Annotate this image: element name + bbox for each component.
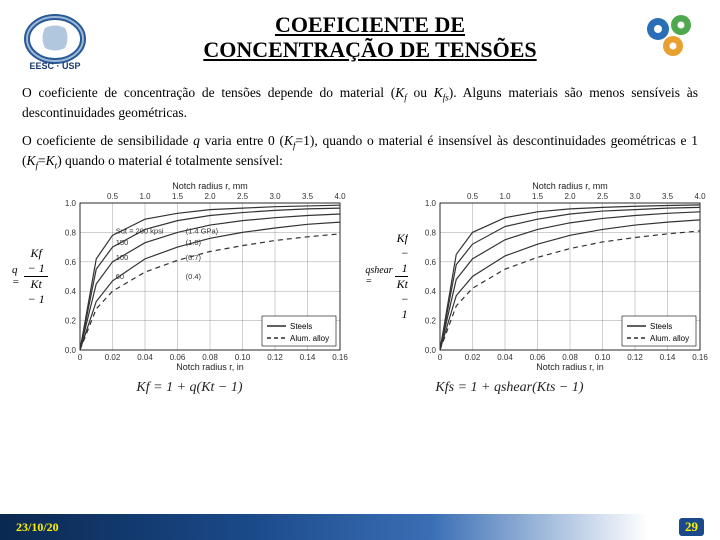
footer-date: 23/10/20 (16, 520, 59, 535)
chart-1-wrap: q = Kf − 1Kt − 1 0 0.02 0.04 0.06 0.08 0.10 0.… (12, 179, 348, 374)
svg-text:Notch radius r, mm: Notch radius r, mm (172, 181, 248, 191)
chart-2: 0 0.02 0.04 0.06 0.08 0.10 0.12 0.14 0.16 0.5 1.0 1… (408, 179, 708, 374)
svg-text:0: 0 (438, 353, 443, 362)
svg-text:1.0: 1.0 (425, 199, 437, 208)
footer-pagenum: 29 (679, 518, 704, 536)
svg-text:0.06: 0.06 (170, 353, 186, 362)
svg-text:0.6: 0.6 (65, 257, 77, 266)
svg-text:4.0: 4.0 (334, 192, 346, 201)
svg-text:0.6: 0.6 (425, 257, 437, 266)
svg-text:0.02: 0.02 (465, 353, 481, 362)
p1-kfs: K (434, 85, 443, 100)
svg-text:3.0: 3.0 (269, 192, 281, 201)
svg-text:3.5: 3.5 (662, 192, 674, 201)
p2-q: q (193, 133, 200, 148)
p2-eq2: = (38, 153, 46, 168)
svg-text:0.08: 0.08 (202, 353, 218, 362)
svg-text:Sut = 200 kpsi: Sut = 200 kpsi (116, 226, 164, 235)
svg-text:0.4: 0.4 (425, 287, 437, 296)
p2-kf1: K (284, 133, 293, 148)
svg-text:0.12: 0.12 (267, 353, 283, 362)
p2-kt: K (46, 153, 55, 168)
p2-a: O coeficiente de sensibilidade (22, 133, 193, 148)
paragraph-2: O coeficiente de sensibilidade q varia e… (0, 126, 720, 177)
p1-kf: K (395, 85, 404, 100)
svg-text:0.12: 0.12 (627, 353, 643, 362)
slide: EESC · USP COEFICIENTE DE CONCENTRAÇÃO D… (0, 0, 720, 540)
svg-text:0: 0 (78, 353, 83, 362)
equation-1: Kf = 1 + q(Kt − 1) (136, 380, 242, 396)
p1-text-a: O coeficiente de concentração de tensões… (22, 85, 395, 100)
logo-gears-icon (640, 8, 700, 63)
svg-text:3.5: 3.5 (302, 192, 314, 201)
svg-text:0.08: 0.08 (562, 353, 578, 362)
svg-text:EESC · USP: EESC · USP (29, 61, 80, 71)
paragraph-1: O coeficiente de concentração de tensões… (0, 78, 720, 126)
svg-text:0.5: 0.5 (107, 192, 119, 201)
svg-text:100: 100 (116, 252, 129, 261)
svg-text:Notch radius r, in: Notch radius r, in (536, 362, 604, 372)
svg-text:150: 150 (116, 238, 129, 247)
svg-text:0.0: 0.0 (425, 346, 437, 355)
svg-text:0.10: 0.10 (595, 353, 611, 362)
svg-text:0.04: 0.04 (137, 353, 153, 362)
svg-text:1.5: 1.5 (172, 192, 184, 201)
svg-text:0.2: 0.2 (425, 316, 437, 325)
chart-2-svg: 0 0.02 0.04 0.06 0.08 0.10 0.12 0.14 0.16 0.5 1.0 1… (408, 179, 708, 374)
svg-text:(1.4 GPa): (1.4 GPa) (186, 226, 219, 235)
svg-text:0.16: 0.16 (692, 353, 708, 362)
svg-text:2.5: 2.5 (237, 192, 249, 201)
chart-2-ylabel: qshear = Kfs − 1Kts − 1 (372, 236, 408, 316)
svg-text:1.0: 1.0 (65, 199, 77, 208)
svg-text:0.2: 0.2 (65, 316, 77, 325)
chart-1-ylabel: q = Kf − 1Kt − 1 (12, 236, 48, 316)
svg-text:0.8: 0.8 (65, 228, 77, 237)
equations-row: Kf = 1 + q(Kt − 1) Kfs = 1 + qshear(Kts … (0, 374, 720, 396)
svg-text:Notch radius r, mm: Notch radius r, mm (532, 181, 608, 191)
p2-b: varia entre 0 ( (200, 133, 284, 148)
svg-text:0.06: 0.06 (530, 353, 546, 362)
charts-row: q = Kf − 1Kt − 1 0 0.02 0.04 0.06 0.08 0.10 0.… (0, 177, 720, 374)
p1-ou: ou (407, 85, 434, 100)
svg-text:0.8: 0.8 (425, 228, 437, 237)
svg-text:Notch radius r, in: Notch radius r, in (176, 362, 244, 372)
header-row: EESC · USP COEFICIENTE DE CONCENTRAÇÃO D… (0, 0, 720, 78)
svg-text:0.0: 0.0 (65, 346, 77, 355)
svg-text:(0.4): (0.4) (186, 272, 202, 281)
title-line1: COEFICIENTE DE (110, 12, 630, 37)
svg-text:0.16: 0.16 (332, 353, 348, 362)
svg-text:0.14: 0.14 (300, 353, 316, 362)
svg-text:0.10: 0.10 (235, 353, 251, 362)
title-block: COEFICIENTE DE CONCENTRAÇÃO DE TENSÕES (110, 8, 630, 63)
p2-c: ) quando o material é totalmente sensíve… (57, 153, 283, 168)
chart-1-svg: 0 0.02 0.04 0.06 0.08 0.10 0.12 0.14 0.16 0.5 1.0 1… (48, 179, 348, 374)
svg-text:Alum. alloy: Alum. alloy (650, 334, 689, 343)
svg-text:1.0: 1.0 (139, 192, 151, 201)
title-line2: CONCENTRAÇÃO DE TENSÕES (110, 37, 630, 62)
svg-text:0.14: 0.14 (660, 353, 676, 362)
svg-text:Steels: Steels (650, 322, 672, 331)
svg-text:Alum. alloy: Alum. alloy (290, 334, 329, 343)
svg-text:2.0: 2.0 (204, 192, 216, 201)
svg-text:2.5: 2.5 (597, 192, 609, 201)
svg-text:0.04: 0.04 (497, 353, 513, 362)
p2-kf2: K (27, 153, 36, 168)
chart-2-wrap: qshear = Kfs − 1Kts − 1 0 0.02 0.04 0.06 0.0… (372, 179, 708, 374)
svg-text:4.0: 4.0 (694, 192, 706, 201)
svg-text:60: 60 (116, 272, 124, 281)
chart-1: 0 0.02 0.04 0.06 0.08 0.10 0.12 0.14 0.16 0.5 1.0 1… (48, 179, 348, 374)
svg-text:0.02: 0.02 (105, 353, 121, 362)
logo-eesc-usp: EESC · USP (10, 8, 100, 78)
svg-text:1.0: 1.0 (499, 192, 511, 201)
footer-bar: 23/10/20 29 (0, 514, 720, 540)
svg-text:2.0: 2.0 (564, 192, 576, 201)
svg-text:1.5: 1.5 (532, 192, 544, 201)
svg-text:0.4: 0.4 (65, 287, 77, 296)
svg-text:Steels: Steels (290, 322, 312, 331)
equation-2: Kfs = 1 + qshear(Kts − 1) (435, 380, 583, 396)
svg-text:3.0: 3.0 (629, 192, 641, 201)
svg-text:0.5: 0.5 (467, 192, 479, 201)
